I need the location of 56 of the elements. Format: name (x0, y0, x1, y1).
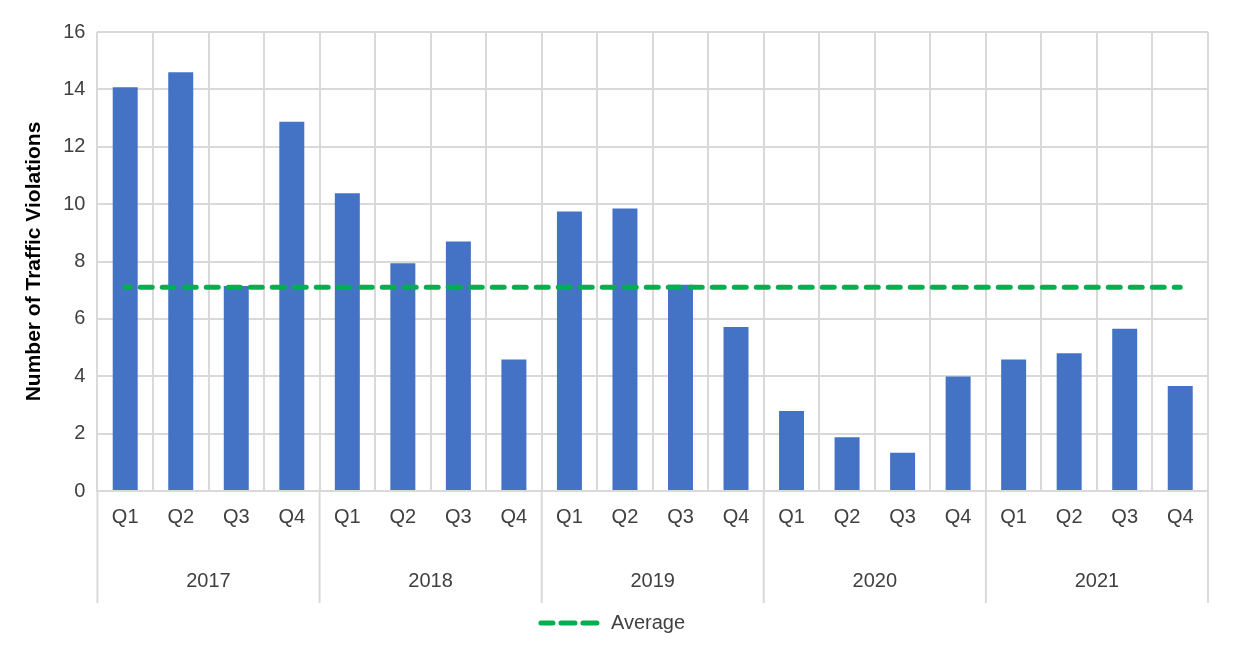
text: 2017 (186, 568, 231, 591)
x-tick-label: Q2 (167, 504, 195, 527)
x-tick-label: Q2 (833, 504, 861, 527)
x-tick-label: Q4 (722, 504, 750, 527)
y-tick-label: 8 (74, 249, 86, 272)
y-tick-label: 16 (63, 19, 86, 42)
y-tick-label: 6 (74, 306, 86, 329)
y-tick-label: 4 (74, 363, 86, 386)
bar (1167, 386, 1193, 490)
x-tick-label: Q4 (1166, 504, 1194, 527)
x-tick-label: Q1 (1000, 504, 1027, 527)
x-tick-label: Q4 (500, 504, 528, 527)
bar (723, 326, 749, 490)
bar (1056, 353, 1082, 490)
bar (112, 87, 138, 490)
x-tick-label: Q1 (333, 504, 361, 527)
bar (1112, 328, 1138, 490)
bar (501, 359, 527, 490)
bar (556, 211, 582, 490)
y-tick-label: 2 (74, 421, 86, 444)
bar (445, 241, 471, 490)
x-tick-label: Q3 (889, 504, 916, 527)
x-tick-label: Q3 (667, 504, 694, 527)
x-tick-label: Q2 (611, 504, 639, 527)
legend-label: Average (610, 610, 686, 633)
text: 2021 (1074, 568, 1120, 591)
x-tick-label: Q3 (222, 504, 250, 527)
bar (390, 263, 416, 490)
bar (834, 437, 860, 490)
bar (1001, 359, 1027, 490)
y-tick-label: 10 (63, 191, 86, 214)
x-tick-label: Q4 (944, 504, 972, 527)
bar (890, 452, 916, 490)
bar (945, 376, 971, 490)
x-tick-label: Q1 (111, 504, 139, 527)
x-tick-label: Q4 (278, 504, 306, 527)
x-tick-label: Q3 (1111, 504, 1139, 527)
bar (667, 284, 693, 490)
bar (168, 72, 194, 490)
bar (779, 410, 805, 490)
x-tick-label: Q2 (389, 504, 417, 527)
x-tick-label: Q1 (556, 504, 583, 527)
x-tick-label: Q2 (1055, 504, 1083, 527)
x-tick-label: Q1 (778, 504, 805, 527)
bar (612, 208, 638, 490)
bar (223, 285, 249, 490)
text: 2019 (630, 568, 675, 591)
text: 2020 (852, 568, 898, 591)
y-axis-title: Number of Traffic Violations (21, 121, 45, 402)
y-tick-label: 14 (63, 76, 86, 99)
text: 2018 (408, 568, 453, 591)
y-tick-label: 12 (63, 134, 86, 157)
x-tick-label: Q3 (445, 504, 472, 527)
bar (334, 193, 360, 490)
y-tick-label: 0 (74, 478, 86, 501)
bar (279, 121, 305, 490)
